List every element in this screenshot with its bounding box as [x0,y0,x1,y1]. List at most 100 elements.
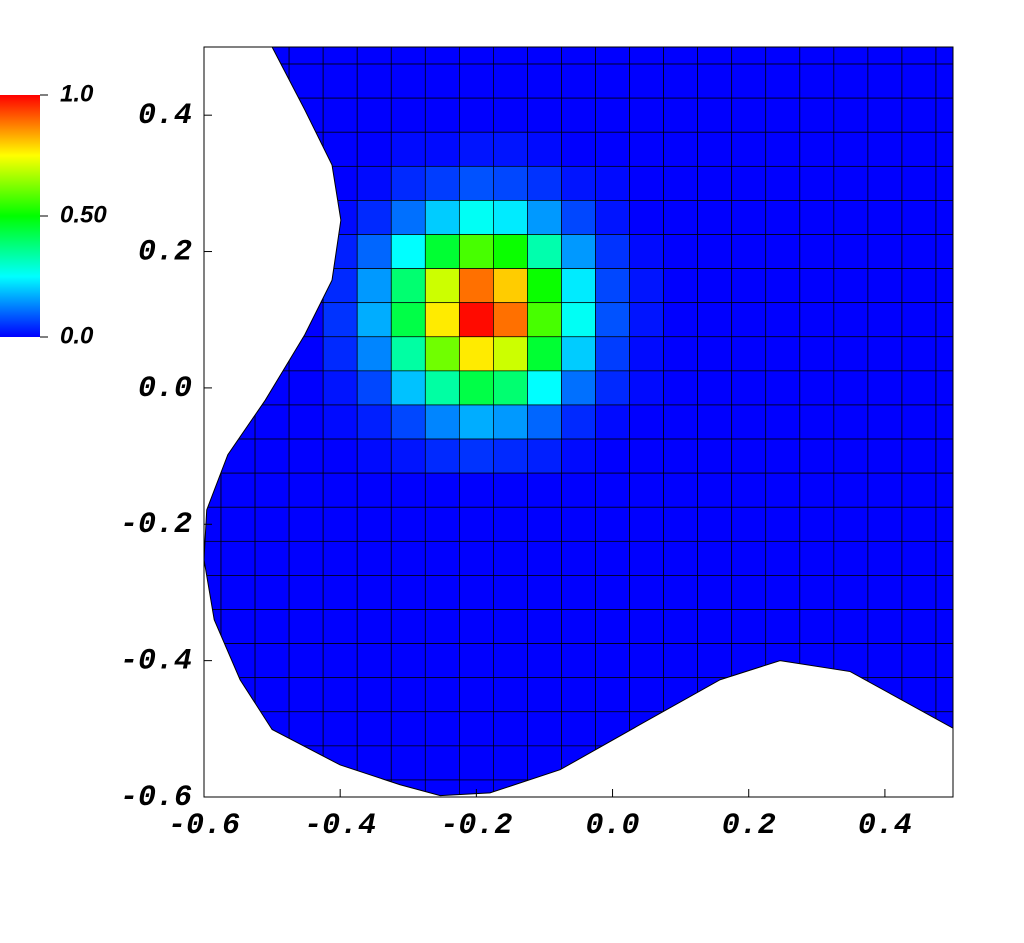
cell [493,643,528,679]
cell [390,575,426,610]
cell [799,302,835,338]
cell [220,711,256,747]
cell [935,200,953,235]
cell [288,677,324,713]
cell [527,200,562,235]
cell [424,643,460,679]
cell [935,370,953,406]
cell [288,97,324,133]
cell [935,506,953,542]
cell [731,472,767,508]
cell [731,131,767,167]
cell [867,745,903,781]
cell [663,404,699,440]
cell [833,131,869,167]
cell [322,711,358,747]
cell [390,63,426,99]
cell [765,200,801,235]
cell [697,165,733,201]
cell [288,472,324,508]
cell [390,643,426,679]
cell [731,711,767,747]
cell [288,404,324,440]
cell [663,336,699,372]
cell [799,97,835,133]
cell [595,200,630,235]
cell [867,370,903,406]
cell [424,234,460,269]
cell [731,370,767,406]
cell [629,63,664,99]
cell [493,302,528,338]
cell [424,165,460,201]
cell [833,63,869,99]
cell [390,97,426,133]
cell [901,302,937,338]
cell [833,165,869,201]
cell [663,234,699,269]
cell [697,472,733,508]
cell [595,302,630,338]
cell [595,472,630,508]
cell [424,268,460,304]
cell [867,234,903,269]
cell [629,165,664,201]
cell [901,165,937,201]
cell [254,575,290,610]
cell [663,438,699,474]
cell [356,540,392,576]
cell [356,609,392,644]
cell [390,131,426,167]
cell [254,200,290,235]
cell [220,200,256,235]
cell [799,234,835,269]
cell [458,268,494,304]
cell [629,336,664,372]
cell [254,302,290,338]
cell [356,268,392,304]
cell [595,234,630,269]
cell [697,609,733,644]
cell [220,97,256,133]
cell [595,165,630,201]
cell [765,506,801,542]
cell [901,677,937,713]
cell [799,268,835,304]
cell [493,472,528,508]
cell [390,165,426,201]
cell [629,302,664,338]
cell [220,165,256,201]
cell [901,404,937,440]
cell [288,745,324,781]
cell [629,745,664,781]
cell [765,370,801,406]
cell [697,506,733,542]
cell [254,131,290,167]
cell [322,97,358,133]
cell [424,302,460,338]
cell [390,711,426,747]
cell [935,97,953,133]
cell [356,97,392,133]
cell [595,336,630,372]
cell [527,63,562,99]
cell [833,336,869,372]
cell [458,165,494,201]
cell [901,609,937,644]
cell [697,370,733,406]
cell [629,506,664,542]
cell [935,165,953,201]
cell [731,540,767,576]
cell [288,609,324,644]
cell [867,404,903,440]
cell [458,336,494,372]
cell [458,506,494,542]
cell [322,540,358,576]
cell [833,677,869,713]
cell [527,268,562,304]
cell [322,336,358,372]
cell [424,506,460,542]
cell [765,336,801,372]
cell [629,97,664,133]
cell [799,472,835,508]
